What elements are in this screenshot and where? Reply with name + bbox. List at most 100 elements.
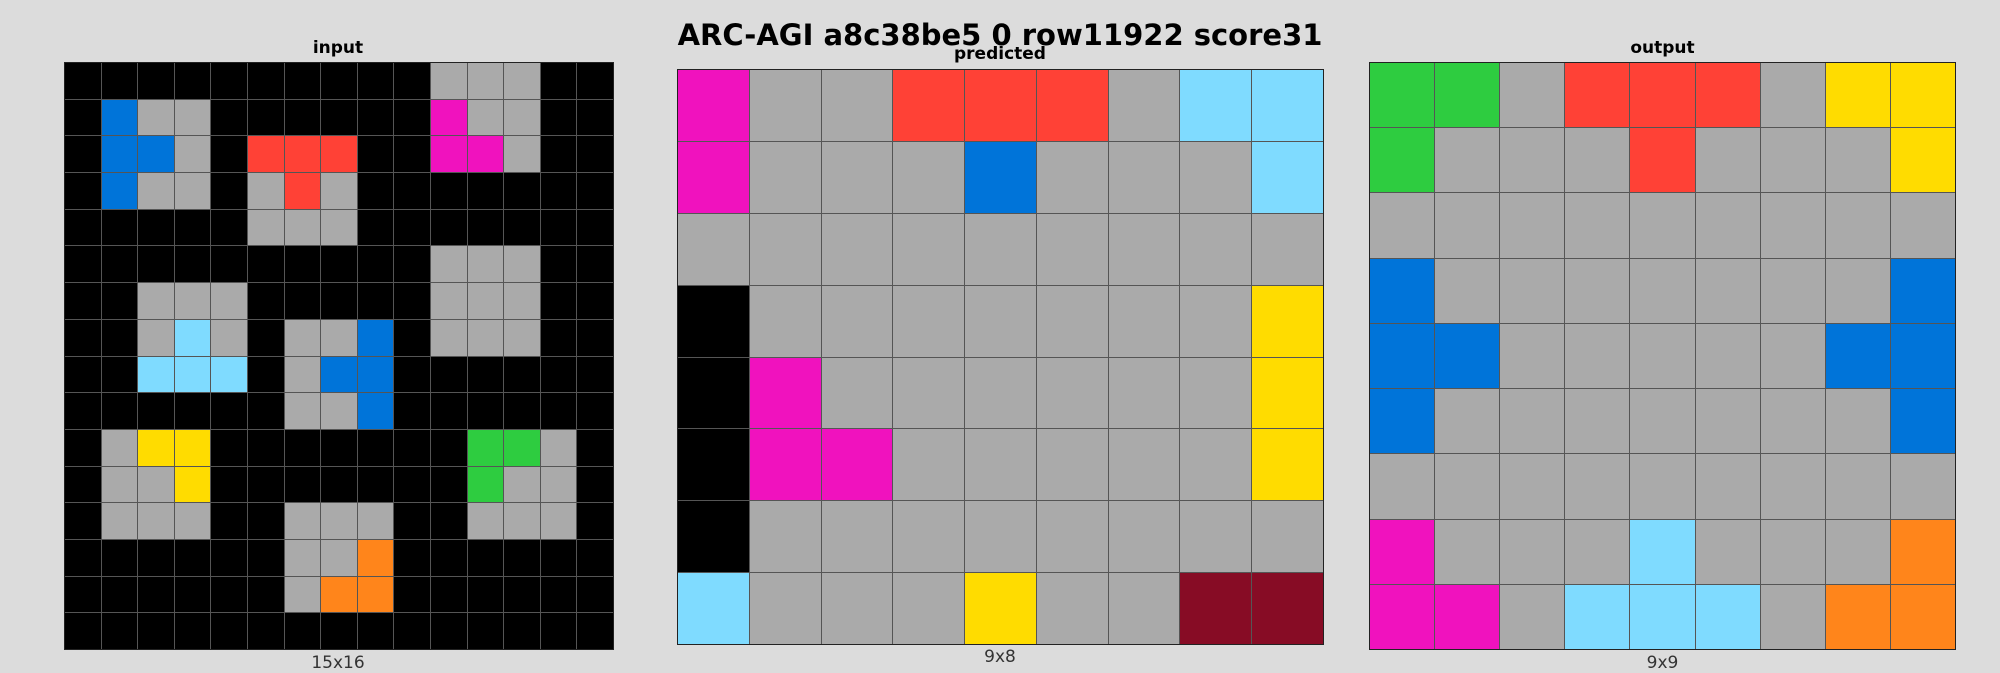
predicted-cell — [678, 358, 749, 429]
predicted-cell — [893, 286, 964, 357]
input-cell — [175, 283, 211, 319]
output-cell — [1370, 193, 1434, 257]
input-cell — [468, 503, 504, 539]
output-cell — [1435, 389, 1499, 453]
input-cell — [394, 467, 430, 503]
input-cell — [248, 357, 284, 393]
input-cell — [65, 540, 101, 576]
output-cell — [1435, 454, 1499, 518]
predicted-cell — [822, 70, 893, 141]
input-cell — [248, 210, 284, 246]
input-cell — [541, 467, 577, 503]
input-grid — [64, 62, 614, 650]
output-cell — [1891, 389, 1955, 453]
predicted-cell — [1109, 429, 1180, 500]
input-cell — [577, 393, 613, 429]
input-cell — [431, 393, 467, 429]
input-cell — [431, 320, 467, 356]
predicted-cell — [1109, 70, 1180, 141]
output-cell — [1370, 63, 1434, 127]
input-cell — [577, 577, 613, 613]
input-cell — [541, 503, 577, 539]
input-cell — [102, 320, 138, 356]
input-cell — [102, 63, 138, 99]
input-cell — [504, 430, 540, 466]
predicted-cell — [893, 142, 964, 213]
input-cell — [541, 63, 577, 99]
input-cell — [321, 613, 357, 649]
input-cell — [285, 430, 321, 466]
output-cell — [1761, 324, 1825, 388]
input-cell — [211, 210, 247, 246]
output-cell — [1826, 259, 1890, 323]
input-cell — [541, 357, 577, 393]
input-cell — [541, 100, 577, 136]
predicted-cell — [678, 142, 749, 213]
input-cell — [468, 100, 504, 136]
output-cell — [1435, 259, 1499, 323]
predicted-cell — [893, 573, 964, 644]
input-cell — [321, 100, 357, 136]
output-cell — [1761, 585, 1825, 649]
input-cell — [138, 283, 174, 319]
predicted-cell — [1252, 429, 1323, 500]
input-cell — [138, 136, 174, 172]
input-cell — [358, 173, 394, 209]
predicted-cell — [1180, 501, 1251, 572]
output-cell — [1696, 193, 1760, 257]
output-cell — [1891, 324, 1955, 388]
input-cell — [138, 100, 174, 136]
input-cell — [504, 393, 540, 429]
input-cell — [211, 136, 247, 172]
input-cell — [577, 136, 613, 172]
input-cell — [285, 613, 321, 649]
input-cell — [102, 173, 138, 209]
output-cell — [1696, 389, 1760, 453]
input-cell — [541, 577, 577, 613]
output-cell — [1891, 454, 1955, 518]
output-cell — [1826, 63, 1890, 127]
input-cell — [138, 357, 174, 393]
input-cell — [65, 283, 101, 319]
output-cell — [1500, 520, 1564, 584]
input-cell — [102, 430, 138, 466]
input-cell — [211, 283, 247, 319]
predicted-cell — [822, 429, 893, 500]
predicted-cell — [678, 214, 749, 285]
predicted-cell — [678, 70, 749, 141]
input-cell — [65, 613, 101, 649]
input-cell — [468, 613, 504, 649]
predicted-cell — [678, 286, 749, 357]
predicted-cell — [1180, 214, 1251, 285]
input-cell — [577, 613, 613, 649]
input-cell — [138, 613, 174, 649]
input-cell — [358, 246, 394, 282]
input-cell — [138, 467, 174, 503]
input-cell — [541, 613, 577, 649]
input-cell — [358, 393, 394, 429]
input-cell — [577, 246, 613, 282]
input-cell — [321, 540, 357, 576]
predicted-cell — [893, 70, 964, 141]
input-cell — [468, 210, 504, 246]
input-cell — [65, 173, 101, 209]
input-cell — [285, 246, 321, 282]
input-cell — [577, 503, 613, 539]
input-cell — [431, 503, 467, 539]
input-cell — [285, 63, 321, 99]
input-cell — [102, 283, 138, 319]
input-cell — [138, 63, 174, 99]
input-cell — [65, 430, 101, 466]
input-cell — [504, 577, 540, 613]
input-cell — [138, 173, 174, 209]
output-cell — [1696, 585, 1760, 649]
output-cell — [1565, 193, 1629, 257]
input-cell — [102, 577, 138, 613]
input-cell — [175, 63, 211, 99]
input-cell — [394, 503, 430, 539]
output-cell — [1630, 259, 1694, 323]
output-cell — [1761, 454, 1825, 518]
input-cell — [468, 173, 504, 209]
input-cell — [468, 283, 504, 319]
input-cell — [138, 320, 174, 356]
